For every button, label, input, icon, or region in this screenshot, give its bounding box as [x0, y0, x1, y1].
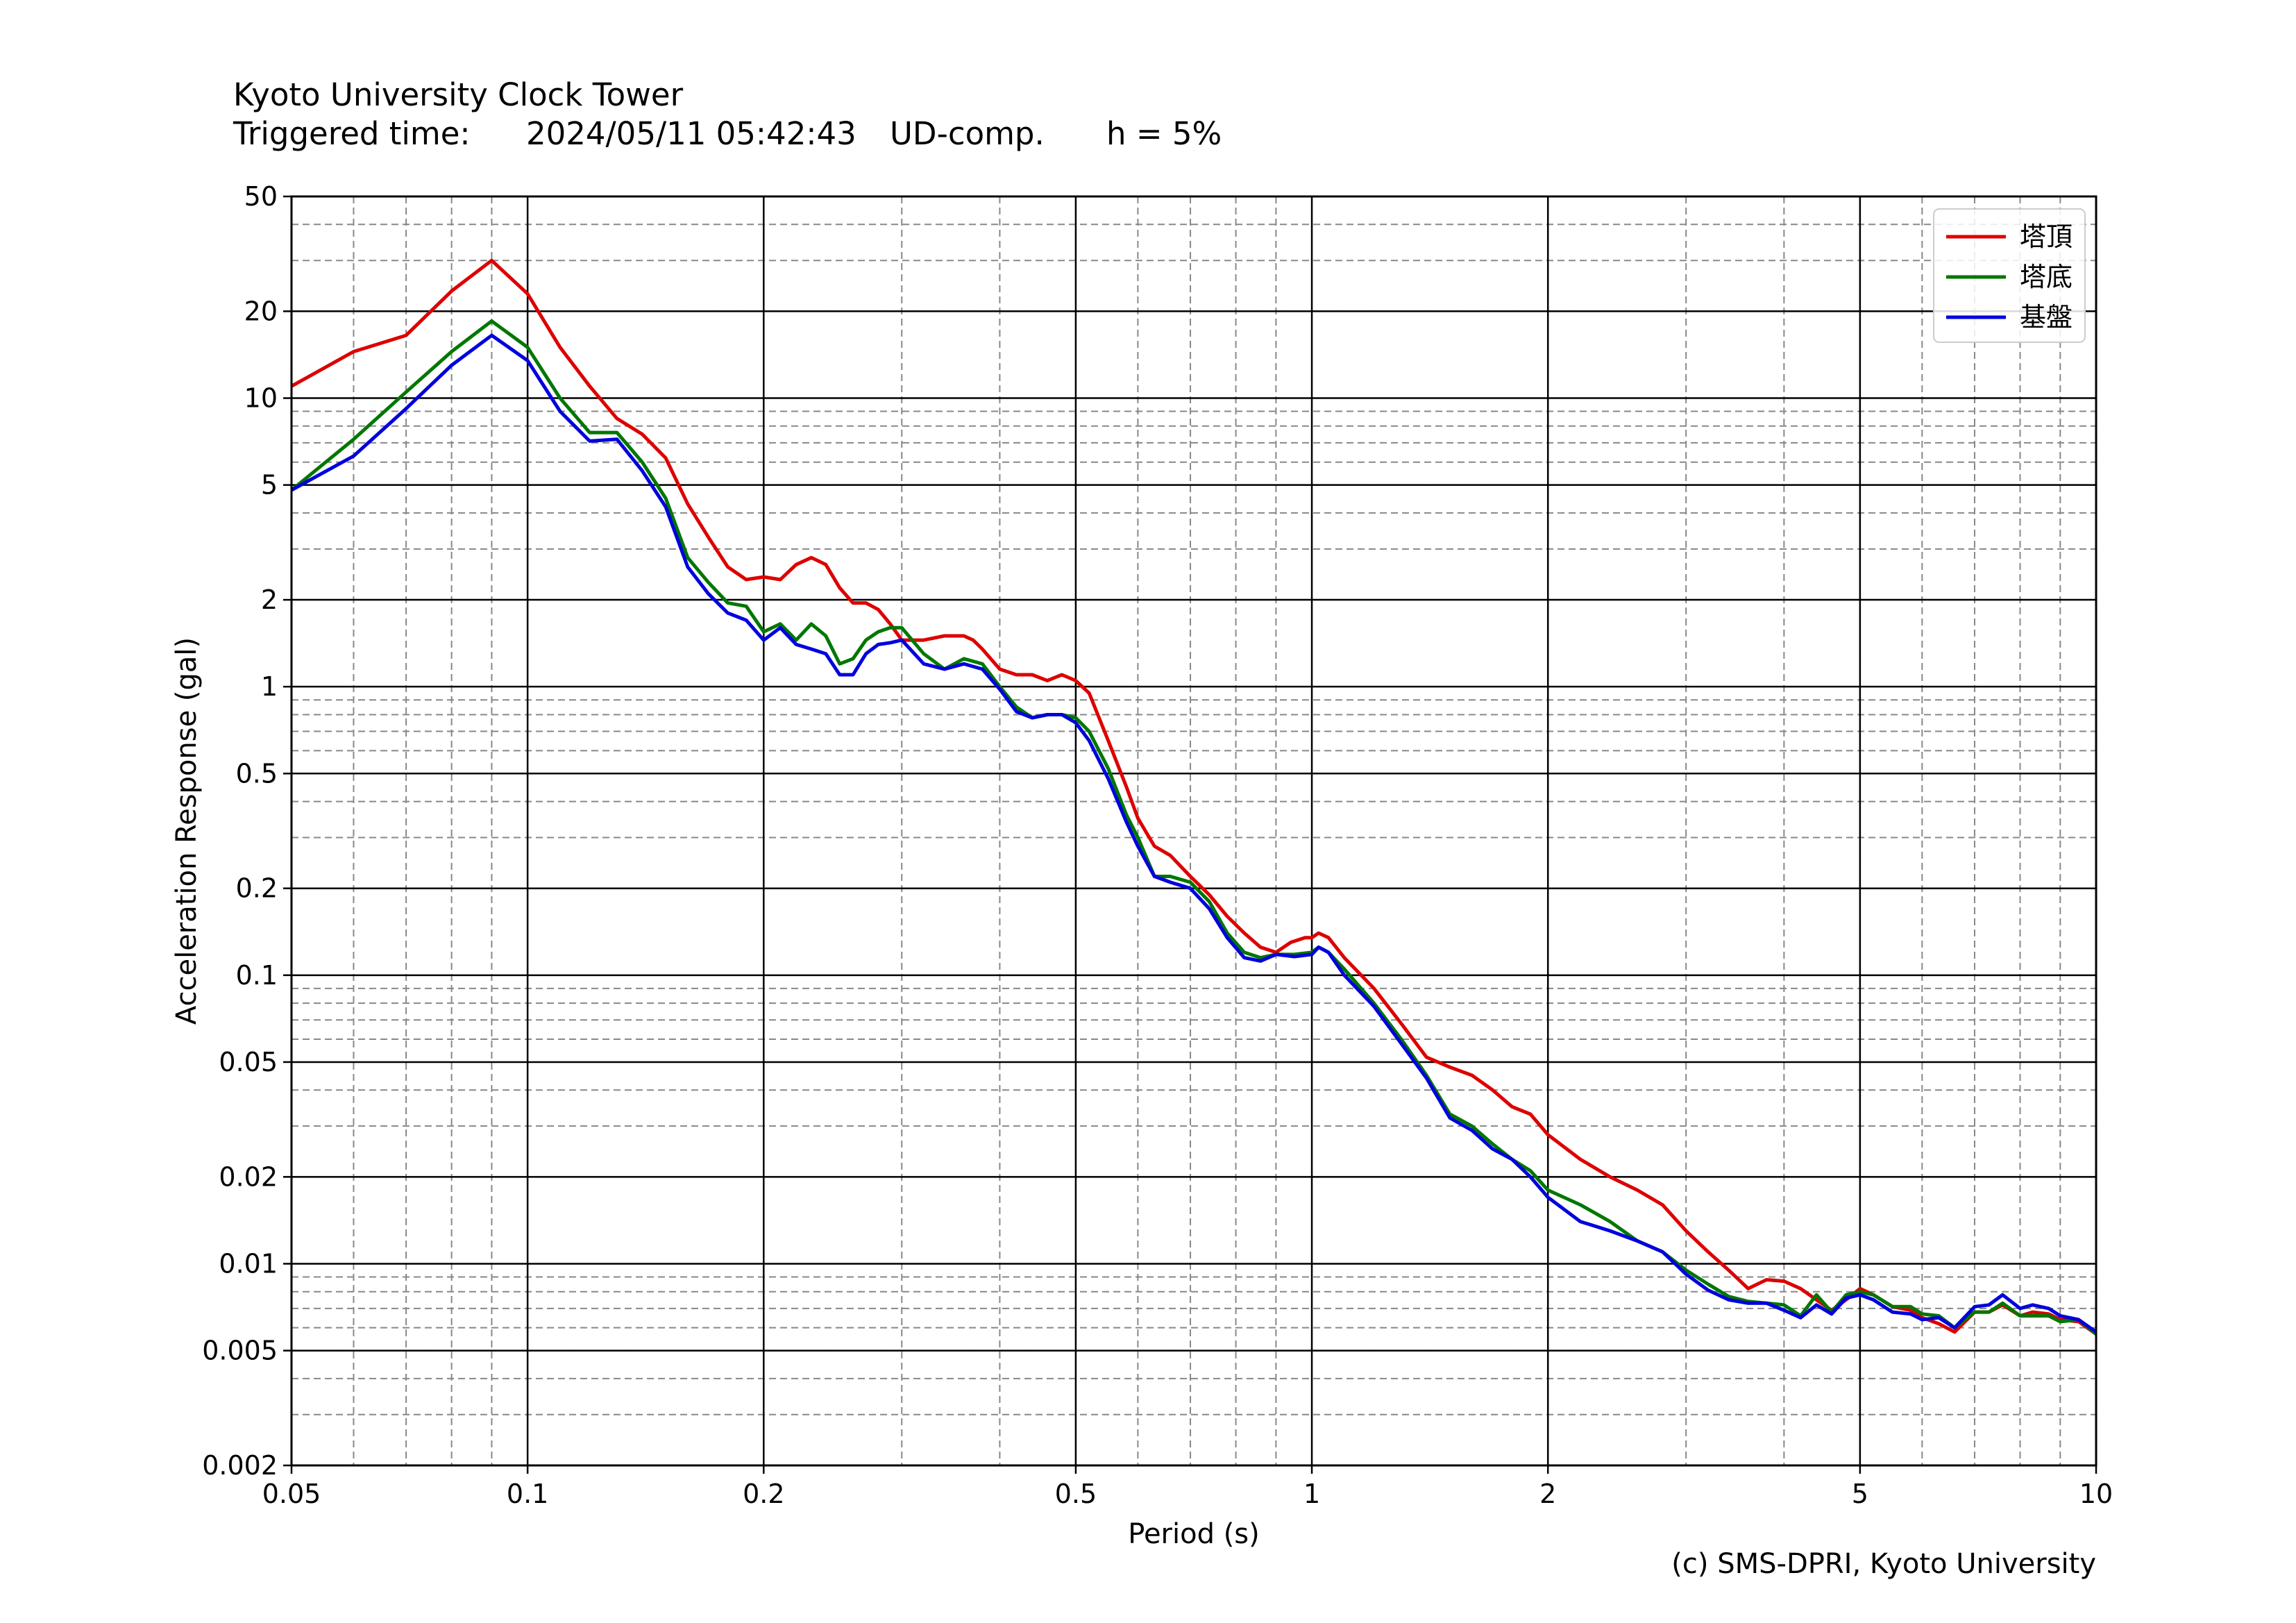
legend-box: [1933, 208, 2086, 343]
x-axis-title: Period (s): [1128, 1518, 1260, 1550]
legend-label: 基盤: [2020, 302, 2073, 333]
y-tick-label: 10: [244, 383, 278, 414]
y-tick-label: 0.05: [219, 1047, 278, 1077]
y-axis-title: Acceleration Response (gal): [171, 637, 203, 1025]
x-tick-label: 0.1: [507, 1479, 548, 1509]
x-tick-label: 0.05: [262, 1479, 321, 1509]
legend-label: 塔底: [2020, 262, 2073, 292]
minor-grid: [292, 196, 2096, 1465]
y-tick-label: 0.005: [202, 1336, 278, 1366]
y-tick-label: 0.002: [202, 1450, 278, 1481]
y-tick-label: 0.1: [236, 960, 278, 991]
x-tick-label: 1: [1303, 1479, 1320, 1509]
legend-label: 塔頂: [2020, 221, 2073, 252]
series-layer: [290, 258, 2097, 1336]
component-label: UD-comp.: [890, 115, 1045, 152]
major-grid: [290, 195, 2097, 1467]
x-tick-label: 0.5: [1055, 1479, 1097, 1509]
tick-labels: 0.05 0.1 0.2 0.5 1 2 5 10 0.002 0.005 0.01 0.02 0.05…: [202, 181, 2113, 1509]
y-tick-label: 0.2: [236, 873, 278, 904]
y-tick-label: 1: [261, 671, 278, 702]
damping-label: h = 5%: [1106, 115, 1222, 152]
series-line-2: [290, 319, 2097, 1336]
plot-frame: [290, 195, 2097, 1467]
triggered-time-label: Triggered time:: [233, 115, 471, 152]
x-tick-label: 5: [1852, 1479, 1868, 1509]
series-line-3: [290, 333, 2097, 1334]
credit-text: (c) SMS-DPRI, Kyoto University: [1671, 1548, 2096, 1580]
x-tick-label: 0.2: [743, 1479, 784, 1509]
y-tick-label: 0.5: [236, 758, 278, 789]
x-tick-label: 10: [2079, 1479, 2113, 1509]
y-tick-label: 2: [261, 585, 278, 615]
y-tick-label: 20: [244, 296, 278, 326]
x-tick-label: 2: [1539, 1479, 1556, 1509]
series-line-1: [290, 258, 2097, 1336]
y-tick-label: 0.01: [219, 1248, 278, 1279]
triggered-time-value: 2024/05/11 05:42:43: [526, 115, 856, 152]
y-tick-label: 5: [261, 470, 278, 501]
y-tick-label: 50: [244, 181, 278, 212]
chart-title: Kyoto University Clock Tower: [233, 76, 684, 113]
y-tick-label: 0.02: [219, 1161, 278, 1192]
